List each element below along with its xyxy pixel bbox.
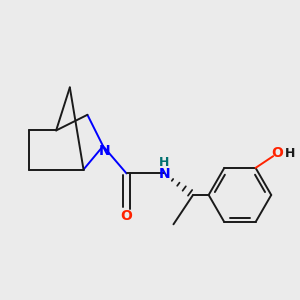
Text: H: H <box>284 147 295 160</box>
Text: N: N <box>159 167 170 181</box>
Text: N: N <box>99 144 110 158</box>
Text: O: O <box>120 209 132 223</box>
Text: O: O <box>271 146 283 160</box>
Text: H: H <box>159 156 170 169</box>
